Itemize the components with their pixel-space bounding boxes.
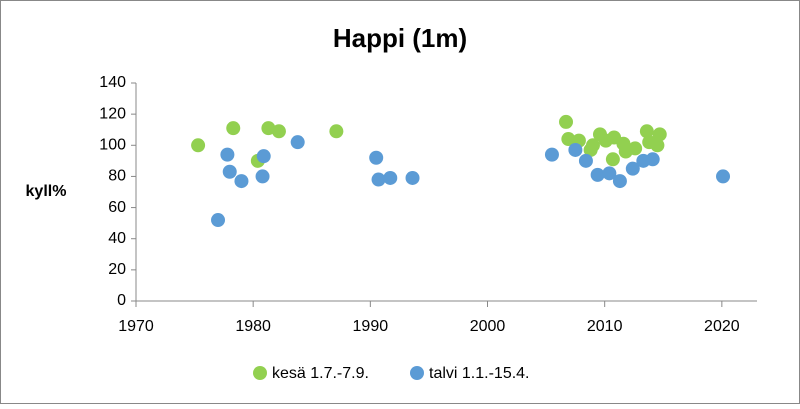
point	[211, 213, 226, 228]
point	[369, 150, 384, 165]
point	[191, 138, 206, 153]
y-tick-label: 80	[108, 168, 126, 185]
point	[255, 169, 270, 184]
point	[290, 135, 305, 150]
point	[383, 170, 398, 185]
legend-label: kesä 1.7.-7.9.	[272, 365, 369, 382]
point	[605, 152, 620, 167]
x-tick-label: 1990	[353, 318, 389, 335]
y-tick-label: 40	[108, 230, 126, 247]
y-tick-label: 100	[99, 137, 126, 154]
point	[652, 127, 667, 142]
point	[568, 142, 583, 157]
legend-marker	[253, 366, 267, 380]
point	[544, 147, 559, 162]
point	[585, 138, 600, 153]
x-tick-label: 2010	[587, 318, 623, 335]
x-tick-label: 2000	[470, 318, 506, 335]
legend-label: talvi 1.1.-15.4.	[429, 365, 530, 382]
x-tick-label: 1970	[118, 318, 154, 335]
chart-title: Happi (1m)	[333, 23, 467, 53]
point	[639, 124, 654, 139]
legend-marker	[410, 366, 424, 380]
point	[602, 166, 617, 181]
x-tick-label: 2020	[704, 318, 740, 335]
point	[226, 121, 241, 136]
point	[559, 114, 574, 129]
point	[578, 153, 593, 168]
point	[234, 174, 249, 189]
point	[405, 170, 420, 185]
y-tick-label: 60	[108, 199, 126, 216]
point	[650, 138, 665, 153]
y-axis-label: kyll%	[26, 183, 67, 200]
point	[222, 164, 237, 179]
point	[612, 174, 627, 189]
point	[371, 172, 386, 187]
point	[716, 169, 731, 184]
y-tick-label: 120	[99, 105, 126, 122]
point	[261, 121, 276, 136]
point	[271, 124, 286, 139]
point	[220, 147, 235, 162]
point	[628, 141, 643, 156]
y-tick-label: 20	[108, 261, 126, 278]
point	[256, 149, 271, 164]
point	[329, 124, 344, 139]
point	[625, 161, 640, 176]
point	[590, 167, 605, 182]
point	[561, 132, 576, 147]
y-tick-label: 0	[117, 292, 126, 309]
point	[645, 152, 660, 167]
y-tick-label: 140	[99, 74, 126, 91]
x-tick-label: 1980	[235, 318, 271, 335]
